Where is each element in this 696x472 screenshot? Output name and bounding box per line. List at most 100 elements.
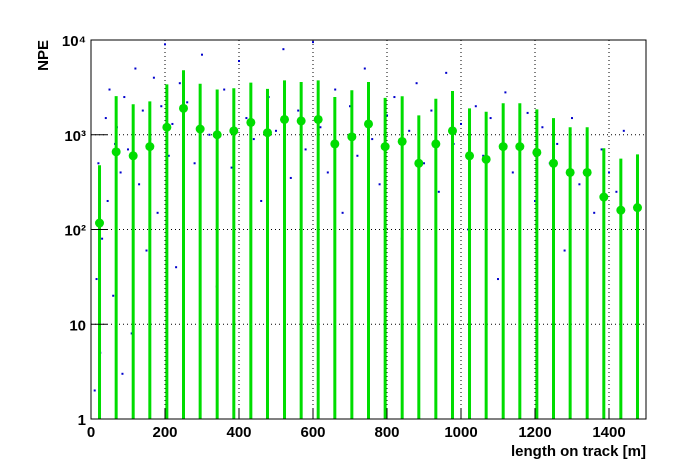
scatter-point <box>534 199 536 202</box>
scatter-point <box>178 82 181 85</box>
scatter-point <box>571 117 573 120</box>
profile-point <box>330 139 340 149</box>
scatter-point <box>175 266 178 269</box>
profile-point <box>280 114 290 124</box>
profile-point <box>195 124 205 134</box>
scatter-point <box>615 190 618 193</box>
scatter-point <box>201 53 203 56</box>
scatter-point <box>437 190 440 193</box>
scatter-point <box>134 67 137 70</box>
profile-point <box>347 132 357 142</box>
profile-point <box>111 147 121 157</box>
profile-point <box>447 126 457 136</box>
scatter-point <box>334 88 337 91</box>
y-tick-label: 10 <box>69 317 86 334</box>
scatter-point <box>319 126 322 129</box>
scatter-point <box>341 211 344 214</box>
scatter-point <box>415 82 418 85</box>
scatter-point <box>145 249 148 252</box>
scatter-point <box>445 71 448 74</box>
scatter-point <box>622 129 625 132</box>
x-tick-label: 600 <box>300 424 325 441</box>
scatter-point <box>156 211 159 214</box>
scatter-point <box>93 389 96 392</box>
profile-point <box>162 122 172 132</box>
x-axis-title: length on track [m] <box>511 443 646 460</box>
profile-point <box>262 128 272 138</box>
profile-point <box>632 203 642 213</box>
scatter-point <box>160 105 163 108</box>
scatter-point <box>297 109 300 112</box>
profile-point <box>246 117 256 127</box>
scatter-point <box>363 67 366 70</box>
scatter-point <box>600 148 603 151</box>
scatter-point <box>563 249 566 252</box>
profile-point <box>431 139 441 149</box>
scatter-point <box>208 133 211 136</box>
scatter-point <box>223 88 226 91</box>
x-tick-label: 1000 <box>444 424 477 441</box>
profile-point <box>128 151 138 161</box>
scatter-point <box>108 88 111 91</box>
y-tick-label: 10³ <box>64 128 86 145</box>
scatter-point <box>423 162 425 165</box>
scatter-point <box>119 171 122 174</box>
scatter-point <box>260 199 263 202</box>
scatter-point <box>504 91 507 94</box>
profile-point <box>397 136 407 146</box>
profile-point <box>565 167 575 177</box>
profile-point <box>364 119 373 129</box>
scatter-point <box>123 96 126 99</box>
scatter-point <box>356 154 359 157</box>
scatter-point <box>526 111 529 114</box>
profile-point <box>599 192 609 202</box>
scatter-point <box>127 148 129 151</box>
scatter-point <box>408 129 411 132</box>
scatter-point <box>349 105 351 108</box>
x-tick-label: 400 <box>226 424 251 441</box>
scatter-point <box>112 294 115 297</box>
scatter-point <box>152 76 155 79</box>
scatter-point <box>497 278 499 281</box>
scatter-point <box>289 176 292 179</box>
scatter-point <box>193 162 196 165</box>
scatter-point <box>304 148 307 151</box>
scatter-point <box>104 117 107 120</box>
profile-point <box>313 114 323 124</box>
profile-point <box>229 126 239 136</box>
scatter-point <box>482 154 485 157</box>
x-tick-label: 1400 <box>592 424 625 441</box>
x-tick-label: 800 <box>374 424 399 441</box>
scatter-point <box>430 109 433 112</box>
profile-point <box>549 158 558 168</box>
scatter-point <box>312 41 314 44</box>
profile-point <box>145 142 155 152</box>
y-tick-label: 10² <box>64 223 86 240</box>
scatter-point <box>141 109 144 112</box>
scatter-point <box>138 183 141 186</box>
scatter-point <box>578 183 581 186</box>
scatter-point <box>386 114 388 117</box>
profile-point <box>296 116 306 126</box>
scatter-point <box>245 117 248 120</box>
profile-point <box>95 218 105 228</box>
x-tick-label: 200 <box>152 424 177 441</box>
y-tick-label: 10⁴ <box>62 33 86 50</box>
profile-point <box>465 151 475 161</box>
scatter-point <box>95 278 98 281</box>
scatter-point <box>230 166 233 169</box>
scatter-point <box>326 171 329 174</box>
profile-point <box>380 142 390 152</box>
x-tick-label: 1200 <box>518 424 551 441</box>
profile-point <box>212 130 222 140</box>
profile-point <box>414 158 424 168</box>
scatter-point <box>97 162 100 165</box>
profile-point <box>616 205 626 215</box>
scatter-point <box>593 211 596 214</box>
scatter-point <box>252 138 255 141</box>
profile-point <box>481 154 491 164</box>
plot-area <box>93 41 642 419</box>
scatter-point <box>275 129 277 132</box>
